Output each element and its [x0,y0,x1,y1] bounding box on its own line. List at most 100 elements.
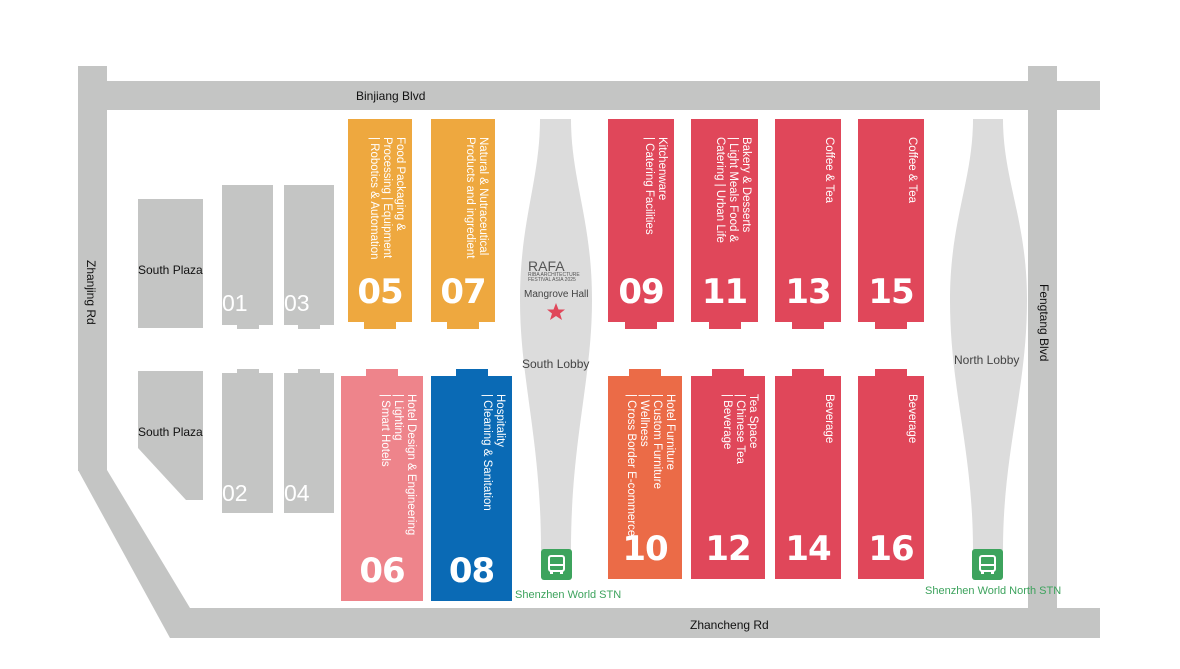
hall-description-line: Tea Space [747,394,759,449]
hall-04[interactable] [284,373,334,513]
hall-number: 14 [785,529,831,569]
hall-description-line: | Chinese Tea [734,394,746,464]
hall-11[interactable]: Bakery & Desserts | Light Meals Food & Cat… [691,119,758,329]
hall-06[interactable]: Hotel Design & Engineering | Lighting | Sm… [341,369,423,601]
hall-number: 06 [359,551,405,591]
hall-03[interactable] [284,185,334,325]
bus-icon [972,549,1003,580]
hall-13[interactable]: Coffee & Tea 13 [775,119,841,329]
hall-description: Food Packaging & Processing | Equipment | … [367,137,406,260]
road-fengtang [1028,66,1057,626]
hall-08[interactable]: Hospitality | Cleaning & Sanitation 08 [431,369,512,601]
hall-number: 13 [785,272,831,312]
hall-entrance-tab [875,369,907,376]
rafa-logo: RAFA RIBA ARCHITECTURE FESTIVAL ASIA 202… [528,258,580,283]
hall-12[interactable]: Tea Space | Chinese Tea | Beverage 12 [691,369,765,579]
hall-entrance-tab [708,322,741,329]
hall-description: Hotel Furniture | Custom Furniture | Welln… [624,394,676,536]
hall-07[interactable]: Natural & Nutraceutical Products and ingr… [431,119,495,329]
hall-number: 10 [622,529,668,569]
hall-number: 16 [868,529,914,569]
hall-description-line: Hospitality [494,394,506,448]
north-lobby-label[interactable]: North Lobby [954,353,1020,367]
road-binjiang [78,81,1100,110]
south-plaza-label: South Plaza [138,425,203,439]
hall-description-line: | Cross Border E-commerce [625,394,637,537]
hall-entrance-tab [366,369,398,376]
road-label-east: Fengtang Blvd [1037,284,1051,362]
hall-description: Hotel Design & Engineering | Lighting | Sm… [378,394,417,535]
hall-16[interactable]: Beverage 16 [858,369,924,579]
star-icon [547,303,565,320]
hall-description-line: | Lighting [392,394,404,441]
hall-entrance-tab [875,322,907,329]
hall-description-line: | Smart Hotels [379,394,391,467]
hall-entrance-tab [455,369,488,376]
hall-description-line: | Light Meals Food & [727,137,739,243]
hall-number: 05 [357,272,403,312]
hall-description: Coffee & Tea [905,137,918,203]
hall-description: Natural & Nutraceutical Products and ingr… [463,137,489,258]
hall-number: 09 [618,272,664,312]
station-north-label[interactable]: Shenzhen World North STN [925,585,1062,597]
hall-description: Kitchenware | Catering Facilities [642,137,668,235]
hall-description-line: Coffee & Tea [823,137,835,204]
hall-description-line: Products and ingredient [464,137,476,259]
hall-number: 03 [284,290,310,316]
hall-number: 11 [701,272,748,312]
hall-entrance-tab [364,322,396,329]
hall-number: 08 [448,551,495,591]
hall-01[interactable] [222,185,273,325]
hall-description-line: | Robotics & Automation [368,137,380,260]
hall-description-line: Beverage [823,394,835,444]
hall-description-line: | Cleaning & Sanitation [481,394,493,511]
hall-10[interactable]: Hotel Furniture | Custom Furniture | Welln… [608,369,682,579]
hall-description: Beverage [905,394,918,443]
hall-description: Coffee & Tea [822,137,835,203]
hall-description-line: | Wellness [638,394,650,447]
hall-description-line: Food Packaging & [394,137,406,231]
hall-description-line: Beverage [906,394,918,444]
hall-description-line: | Beverage [721,394,733,450]
hall-description: Tea Space | Chinese Tea | Beverage [720,394,759,464]
hall-15[interactable]: Coffee & Tea 15 [858,119,924,329]
mangrove-hall-shape[interactable] [520,119,592,550]
hall-description: Beverage [822,394,835,443]
south-plaza-top [138,199,203,328]
bus-icon [541,549,572,580]
hall-description-line: Hotel Furniture [664,394,676,471]
road-label-south: Zhancheng Rd [690,618,769,632]
north-lobby-shape[interactable] [950,119,1027,550]
hall-number: 04 [284,480,310,506]
hall-description-line: Natural & Nutraceutical [477,137,489,256]
hall-number: 01 [222,290,248,316]
station-south-label[interactable]: Shenzhen World STN [515,589,622,601]
hall-description-line: Catering | Urban Life [714,137,726,243]
hall-02[interactable] [222,373,273,513]
hall-entrance-tab [712,369,744,376]
hall-description-line: Kitchenware [656,137,668,201]
hall-description: Bakery & Desserts | Light Meals Food & Cat… [713,137,752,243]
road-zhancheng [170,608,1100,638]
south-lobby-label[interactable]: South Lobby [522,357,590,371]
hall-entrance-tab [625,322,657,329]
hall-14[interactable]: Beverage 14 [775,369,841,579]
hall-description-line: Processing | Equipment [381,137,393,259]
hall-description: Hospitality | Cleaning & Sanitation [480,394,506,511]
hall-number: 15 [868,272,914,312]
hall-09[interactable]: Kitchenware | Catering Facilities 09 [608,119,674,329]
mangrove-hall-label: Mangrove Hall [524,289,589,300]
road-zhanjing [78,66,107,471]
hall-entrance-tab [792,369,824,376]
hall-description-line: | Custom Furniture [651,394,663,490]
hall-description-line: Coffee & Tea [906,137,918,204]
road-diagonal [78,470,190,638]
hall-description-line: Bakery & Desserts [740,137,752,233]
south-plaza-bottom [138,371,203,500]
hall-entrance-tab [629,369,661,376]
road-label-north: Binjiang Blvd [356,89,426,103]
hall-number: 07 [440,272,486,312]
hall-05[interactable]: Food Packaging & Processing | Equipment | … [348,119,412,329]
